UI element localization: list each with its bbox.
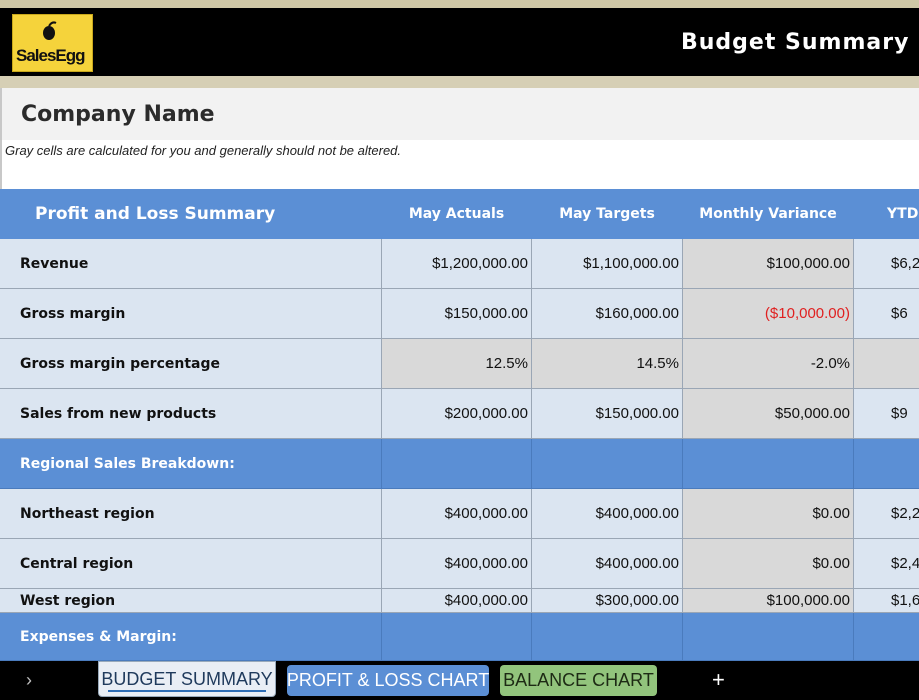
variance-cell[interactable]	[683, 439, 854, 489]
header-cell-monthly-variance[interactable]: Monthly Variance	[683, 189, 854, 239]
ytd-cell[interactable]: $1,6	[854, 589, 919, 613]
row-label[interactable]: Sales from new products	[0, 389, 382, 439]
row-label[interactable]: Gross margin percentage	[0, 339, 382, 389]
variance-cell[interactable]: $0.00	[683, 539, 854, 589]
company-band	[0, 88, 919, 140]
table-row: Sales from new products $200,000.00 $150…	[0, 389, 919, 439]
tab-profit-loss-chart[interactable]: PROFIT & LOSS CHART	[287, 665, 489, 696]
ytd-cell[interactable]: $6	[854, 289, 919, 339]
variance-cell[interactable]: $100,000.00	[683, 589, 854, 613]
active-tab-underline	[108, 690, 266, 692]
logo-text: SalesEgg	[16, 46, 86, 65]
variance-cell[interactable]: $50,000.00	[683, 389, 854, 439]
section-row-expenses: Expenses & Margin:	[0, 613, 919, 661]
table-row: West region $400,000.00 $300,000.00 $100…	[0, 589, 919, 613]
targets-cell[interactable]: $160,000.00	[532, 289, 683, 339]
actuals-cell[interactable]	[382, 439, 532, 489]
scroll-tabs-right-icon[interactable]: ›	[26, 670, 32, 690]
actuals-cell[interactable]: $200,000.00	[382, 389, 532, 439]
targets-cell[interactable]: $400,000.00	[532, 489, 683, 539]
ytd-cell[interactable]	[854, 613, 919, 661]
ytd-cell[interactable]: $6,2	[854, 239, 919, 289]
report-title: Budget Summary R	[681, 30, 919, 55]
row-label[interactable]: Central region	[0, 539, 382, 589]
header-cell-may-targets[interactable]: May Targets	[532, 189, 683, 239]
section-label[interactable]: Expenses & Margin:	[0, 613, 382, 661]
egg-icon	[43, 21, 57, 40]
section-label[interactable]: Regional Sales Breakdown:	[0, 439, 382, 489]
section-row-regional: Regional Sales Breakdown:	[0, 439, 919, 489]
banner	[0, 8, 919, 76]
variance-cell[interactable]: ($10,000.00)	[683, 289, 854, 339]
ytd-cell[interactable]: $2,2	[854, 489, 919, 539]
salesegg-logo: SalesEgg	[12, 14, 93, 72]
add-sheet-icon[interactable]: +	[712, 667, 725, 692]
variance-cell[interactable]: $0.00	[683, 489, 854, 539]
actuals-cell[interactable]: $1,200,000.00	[382, 239, 532, 289]
targets-cell[interactable]: $300,000.00	[532, 589, 683, 613]
table-row: Gross margin percentage 12.5% 14.5% -2.0…	[0, 339, 919, 389]
targets-cell[interactable]: $400,000.00	[532, 539, 683, 589]
variance-cell[interactable]: -2.0%	[683, 339, 854, 389]
targets-cell[interactable]: $150,000.00	[532, 389, 683, 439]
banner-divider	[0, 76, 919, 88]
targets-cell[interactable]	[532, 613, 683, 661]
actuals-cell[interactable]: $400,000.00	[382, 489, 532, 539]
targets-cell[interactable]: 14.5%	[532, 339, 683, 389]
table-row: Northeast region $400,000.00 $400,000.00…	[0, 489, 919, 539]
row-label[interactable]: Revenue	[0, 239, 382, 289]
left-rule	[0, 88, 2, 190]
ytd-cell[interactable]	[854, 339, 919, 389]
company-name[interactable]: Company Name	[21, 102, 215, 127]
ytd-cell[interactable]: $9	[854, 389, 919, 439]
actuals-cell[interactable]	[382, 613, 532, 661]
table-row: Central region $400,000.00 $400,000.00 $…	[0, 539, 919, 589]
row-label[interactable]: Northeast region	[0, 489, 382, 539]
instruction-note: Gray cells are calculated for you and ge…	[5, 143, 402, 158]
table-row: Gross margin $150,000.00 $160,000.00 ($1…	[0, 289, 919, 339]
ytd-cell[interactable]	[854, 439, 919, 489]
actuals-cell[interactable]: 12.5%	[382, 339, 532, 389]
variance-cell[interactable]	[683, 613, 854, 661]
header-cell-ytd[interactable]: YTD	[854, 189, 919, 239]
tab-balance-chart[interactable]: BALANCE CHART	[500, 665, 657, 696]
table-row: Revenue $1,200,000.00 $1,100,000.00 $100…	[0, 239, 919, 289]
actuals-cell[interactable]: $400,000.00	[382, 589, 532, 613]
row-label[interactable]: West region	[0, 589, 382, 613]
row-label[interactable]: Gross margin	[0, 289, 382, 339]
table-header-row: Profit and Loss Summary May Actuals May …	[0, 189, 919, 239]
header-cell-summary[interactable]: Profit and Loss Summary	[0, 189, 382, 239]
ytd-cell[interactable]: $2,4	[854, 539, 919, 589]
variance-cell[interactable]: $100,000.00	[683, 239, 854, 289]
targets-cell[interactable]: $1,100,000.00	[532, 239, 683, 289]
actuals-cell[interactable]: $400,000.00	[382, 539, 532, 589]
actuals-cell[interactable]: $150,000.00	[382, 289, 532, 339]
targets-cell[interactable]	[532, 439, 683, 489]
header-cell-may-actuals[interactable]: May Actuals	[382, 189, 532, 239]
top-strip	[0, 0, 919, 8]
